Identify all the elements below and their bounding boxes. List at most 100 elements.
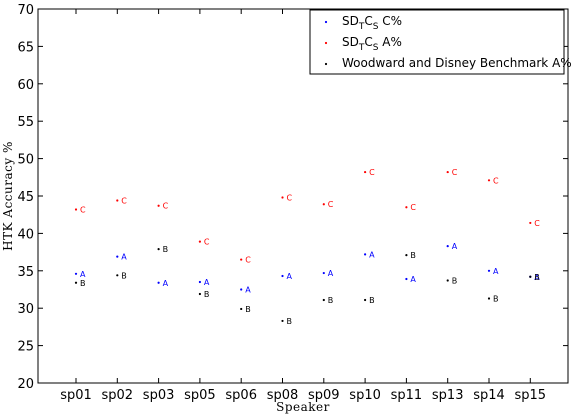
point-label-A-sp05: A (204, 278, 210, 287)
data-point-A-sp06 (240, 288, 243, 291)
x-tick-label-sp02: sp02 (102, 388, 134, 403)
data-point-B-sp02 (116, 274, 119, 277)
y-tick-label: 35 (17, 265, 34, 280)
data-point-C-sp15 (529, 221, 532, 225)
data-point-A-sp01 (74, 272, 78, 275)
y-tick-label: 70 (17, 3, 34, 18)
y-tick-label: 45 (17, 190, 34, 205)
legend-marker-2 (324, 62, 328, 66)
data-point-C-sp09 (322, 203, 325, 206)
x-tick-label-sp05: sp05 (184, 388, 216, 403)
data-point-A-sp14 (487, 269, 491, 272)
x-tick-label-sp09: sp09 (308, 388, 340, 403)
point-label-B-sp10: B (369, 296, 375, 305)
point-label-A-sp03: A (163, 279, 169, 288)
point-label-C-sp08: C (287, 193, 293, 202)
point-label-C-sp11: C (410, 203, 416, 212)
data-point-A-sp05 (198, 280, 201, 284)
data-point-B-sp01 (74, 281, 78, 284)
legend-entry-1: SDTCS A% (342, 35, 402, 53)
y-axis-title: HTK Accuracy % (1, 141, 15, 251)
data-point-C-sp05 (198, 240, 201, 243)
point-label-C-sp15: C (534, 219, 540, 228)
data-point-A-sp10 (364, 253, 367, 256)
x-tick-label-sp08: sp08 (267, 388, 299, 403)
data-point-C-sp13 (446, 170, 449, 174)
x-tick-label-sp14: sp14 (473, 388, 505, 403)
data-point-C-sp11 (405, 206, 408, 209)
data-point-B-sp13 (446, 279, 449, 282)
point-label-A-sp13: A (452, 242, 458, 251)
point-label-B-sp14: B (493, 294, 499, 303)
data-point-C-sp03 (157, 204, 160, 207)
legend-marker-1 (324, 41, 328, 45)
data-point-C-sp08 (281, 196, 284, 199)
point-label-B-sp08: B (287, 317, 293, 326)
point-label-C-sp05: C (204, 238, 210, 247)
point-label-B-sp11: B (410, 251, 416, 260)
legend: SDTCS C% SDTCS A% Woodward and Disney Benc… (309, 9, 572, 75)
data-point-B-sp10 (364, 298, 367, 302)
y-axis-ticks: 20 25 30 35 40 45 50 55 60 65 70 (17, 3, 568, 392)
x-tick-label-sp13: sp13 (432, 388, 464, 403)
point-label-B-sp03: B (163, 245, 169, 254)
legend-entry-0: SDTCS C% (342, 14, 402, 32)
data-point-A-sp11 (405, 277, 408, 281)
x-tick-label-sp03: sp03 (143, 388, 175, 403)
x-tick-label-sp01: sp01 (60, 388, 92, 403)
y-tick-label: 40 (17, 227, 34, 242)
point-label-A-sp06: A (245, 286, 251, 295)
y-tick-label: 20 (17, 377, 34, 392)
data-points: A A A A A A A A A A A A C C C C C C C C C C C C B B B B B B B B B B B B (74, 168, 540, 326)
point-label-A-sp01: A (80, 270, 86, 279)
data-point-C-sp06 (240, 258, 243, 261)
point-label-B-sp02: B (121, 271, 127, 280)
point-label-B-sp05: B (204, 290, 210, 299)
data-point-A-sp02 (116, 255, 119, 258)
data-point-B-sp03 (157, 248, 160, 251)
data-point-B-sp11 (405, 253, 408, 257)
point-label-A-sp02: A (121, 253, 127, 262)
point-label-A-sp08: A (287, 272, 293, 281)
x-tick-label-sp06: sp06 (225, 388, 257, 403)
point-label-C-sp03: C (163, 202, 169, 211)
point-label-C-sp09: C (328, 200, 334, 209)
data-point-B-sp09 (322, 298, 325, 302)
point-label-B-sp06: B (245, 305, 251, 314)
y-tick-label: 25 (17, 340, 34, 355)
point-label-B-sp15: B (534, 273, 540, 282)
data-point-A-sp13 (446, 245, 449, 248)
point-label-C-sp02: C (121, 196, 127, 205)
point-label-C-sp14: C (493, 176, 499, 185)
data-point-B-sp05 (198, 292, 201, 296)
legend-marker-0 (324, 20, 328, 24)
point-label-A-sp09: A (328, 269, 334, 278)
y-tick-label: 65 (17, 40, 34, 55)
data-point-B-sp06 (240, 307, 243, 311)
data-point-C-sp01 (74, 208, 78, 211)
y-tick-label: 60 (17, 78, 34, 93)
point-label-B-sp09: B (328, 296, 334, 305)
data-point-A-sp08 (281, 274, 284, 278)
data-point-C-sp14 (487, 179, 491, 182)
legend-entry-2: Woodward and Disney Benchmark A% (342, 56, 572, 70)
legend-box (309, 9, 565, 75)
point-label-C-sp06: C (245, 256, 251, 265)
point-label-A-sp14: A (493, 267, 499, 276)
data-point-B-sp15 (529, 275, 532, 278)
data-point-A-sp03 (157, 281, 160, 284)
data-point-C-sp10 (364, 170, 367, 174)
point-label-A-sp10: A (369, 250, 375, 259)
data-point-B-sp08 (281, 319, 284, 323)
y-tick-label: 50 (17, 153, 34, 168)
point-label-C-sp01: C (80, 205, 86, 214)
data-point-A-sp09 (322, 271, 325, 275)
data-point-B-sp14 (487, 297, 491, 300)
point-label-B-sp01: B (80, 279, 86, 288)
y-tick-label: 30 (17, 302, 34, 317)
y-tick-label: 55 (17, 115, 34, 130)
point-label-A-sp15: A (534, 273, 540, 282)
point-label-C-sp13: C (452, 168, 458, 177)
x-tick-label-sp11: sp11 (391, 388, 423, 403)
